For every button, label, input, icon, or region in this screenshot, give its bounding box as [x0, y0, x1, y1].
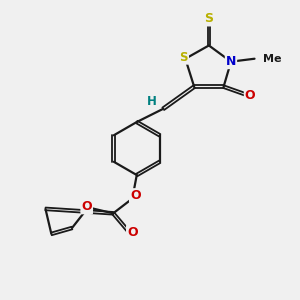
Text: N: N: [226, 55, 236, 68]
Text: O: O: [245, 89, 255, 102]
Text: O: O: [130, 189, 141, 202]
Text: S: S: [180, 51, 188, 64]
Text: Me: Me: [263, 54, 282, 64]
Text: O: O: [81, 200, 92, 213]
Text: S: S: [204, 13, 213, 26]
Text: O: O: [127, 226, 138, 239]
Text: H: H: [146, 95, 156, 108]
